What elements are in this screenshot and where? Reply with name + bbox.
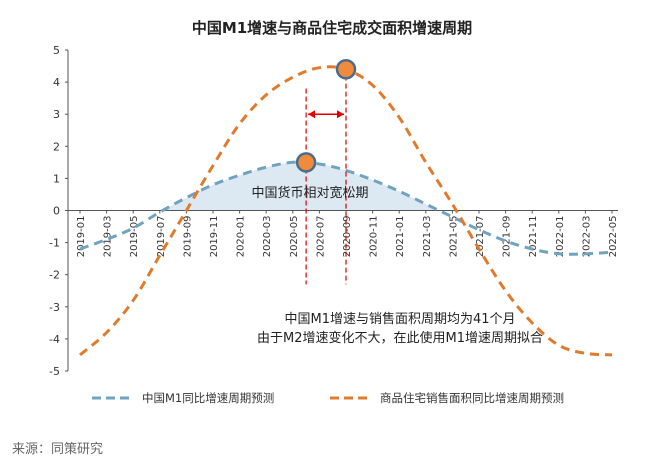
x-tick-label: 2022-05 xyxy=(608,216,619,258)
x-tick-label: 2019-03 xyxy=(103,216,114,258)
x-tick-label: 2021-09 xyxy=(502,216,513,258)
x-tick-label: 2021-11 xyxy=(528,216,539,258)
x-tick-label: 2022-01 xyxy=(555,216,566,258)
x-tick-label: 2019-11 xyxy=(209,216,220,258)
note-line-2: 由于M2增速变化不大，在此使用M1增速周期拟合 xyxy=(257,330,543,346)
x-tick-label: 2021-03 xyxy=(422,216,433,258)
y-tick-label: -3 xyxy=(49,301,60,314)
lag-arrow-right-head xyxy=(337,110,344,119)
x-tick-label: 2020-11 xyxy=(369,216,380,258)
x-tick-label: 2021-01 xyxy=(395,216,406,258)
m1-peak-marker xyxy=(295,152,317,173)
x-tick-label: 2020-05 xyxy=(289,216,300,258)
note-line-1: 中国M1增速与销售面积周期均为41个月 xyxy=(284,311,515,327)
chart-title: 中国M1增速与商品住宅成交面积增速周期 xyxy=(192,19,472,37)
y-tick-label: 1 xyxy=(53,172,60,185)
source-note: 来源：同策研究 xyxy=(12,442,104,457)
y-tick-label: -4 xyxy=(49,333,60,346)
y-tick-label: -2 xyxy=(49,269,60,282)
x-tick-label: 2019-09 xyxy=(182,216,193,258)
x-tick-label: 2021-07 xyxy=(475,216,486,258)
legend: 中国M1同比增速周期预测 商品住宅销售面积同比增速周期预测 xyxy=(92,391,564,405)
x-tick-label: 2019-01 xyxy=(76,216,87,258)
x-tick-label: 2022-03 xyxy=(581,216,592,258)
y-tick-label: -1 xyxy=(49,237,60,250)
shaded-region-label: 中国货币相对宽松期 xyxy=(251,185,368,201)
x-tick-label: 2020-07 xyxy=(315,216,326,258)
x-tick-label: 2020-09 xyxy=(342,216,353,258)
y-tick-label: 4 xyxy=(53,76,60,89)
x-tick-label: 2021-05 xyxy=(448,216,459,258)
plot-area: 5 4 3 2 1 0 -1 -2 -3 -4 -5 2019-01 2019-03 2019-05 201… xyxy=(49,44,619,378)
legend-label-m1: 中国M1同比增速周期预测 xyxy=(142,391,274,405)
housing-peak-marker xyxy=(335,59,357,80)
shaded-region xyxy=(162,162,440,211)
x-tick-label: 2020-03 xyxy=(262,216,273,258)
y-tick-label: 2 xyxy=(53,140,60,153)
y-tick-label: 0 xyxy=(53,205,60,218)
legend-label-housing: 商品住宅销售面积同比增速周期预测 xyxy=(380,391,564,405)
lag-arrow-left-head xyxy=(308,110,316,119)
y-tick-label: 5 xyxy=(53,44,60,57)
x-tick-label: 2019-07 xyxy=(156,216,167,258)
x-tick-label: 2019-05 xyxy=(129,216,140,258)
x-tick-label: 2020-01 xyxy=(236,216,247,258)
series-line-m1 xyxy=(79,160,613,256)
y-tick-label: 3 xyxy=(53,108,60,121)
y-tick-label: -5 xyxy=(49,365,60,378)
